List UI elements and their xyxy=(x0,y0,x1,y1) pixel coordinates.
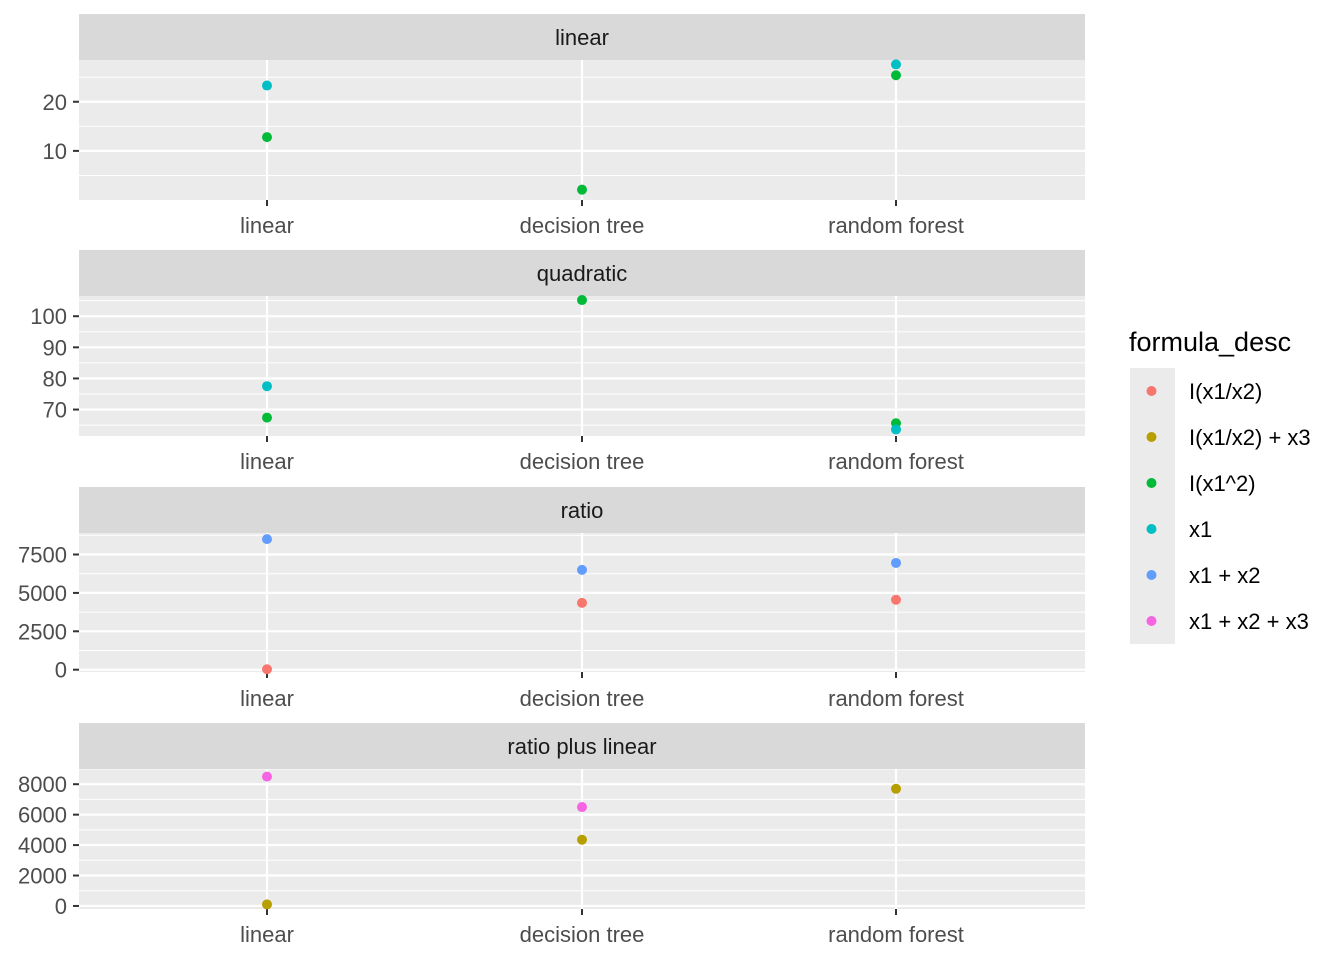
x-tick-label: decision tree xyxy=(520,686,645,711)
y-tick-label: 5000 xyxy=(18,581,67,606)
data-point xyxy=(577,834,587,845)
data-point xyxy=(262,771,272,782)
y-tick-label: 7500 xyxy=(18,543,67,568)
facet-strip xyxy=(79,250,1085,296)
legend-label: x1 + x2 + x3 xyxy=(1189,609,1309,634)
legend-key xyxy=(1146,570,1157,580)
data-point xyxy=(262,80,272,91)
y-tick-label: 90 xyxy=(43,335,67,360)
x-tick-label: linear xyxy=(240,449,294,474)
x-tick-label: linear xyxy=(240,213,294,238)
legend-key xyxy=(1146,616,1157,626)
panel-grid xyxy=(79,769,1085,909)
y-tick-label: 2500 xyxy=(18,619,67,644)
y-tick-label: 100 xyxy=(30,304,67,329)
data-point xyxy=(262,899,272,910)
x-tick-label: decision tree xyxy=(520,449,645,474)
data-point xyxy=(891,70,901,81)
data-point xyxy=(577,802,587,813)
data-point xyxy=(891,783,901,794)
facet-panel-3: ratio plus linear 0 2000 4000 6000 8000 linear… xyxy=(18,723,1085,947)
x-tick-label: random forest xyxy=(828,686,964,711)
data-point xyxy=(262,381,272,392)
legend-key xyxy=(1146,386,1157,396)
data-point xyxy=(262,412,272,423)
legend-label: I(x1^2) xyxy=(1189,471,1256,496)
legend-label: I(x1/x2) xyxy=(1189,379,1262,404)
legend-title: formula_desc xyxy=(1129,327,1291,357)
y-tick-label: 70 xyxy=(43,398,67,423)
panel-grid xyxy=(79,533,1085,672)
data-point xyxy=(577,184,587,195)
facet-panel-1: quadratic 70 80 90 100 linear decision tree ran… xyxy=(30,250,1085,474)
facet-strip-label: linear xyxy=(555,25,609,50)
data-point xyxy=(577,295,587,306)
data-point xyxy=(891,557,901,568)
legend-label: x1 xyxy=(1189,517,1212,542)
data-point xyxy=(262,534,272,545)
facet-strip-label: quadratic xyxy=(537,261,628,286)
x-tick-label: linear xyxy=(240,922,294,947)
facet-strip-label: ratio plus linear xyxy=(507,734,656,759)
legend-label: I(x1/x2) + x3 xyxy=(1189,425,1311,450)
x-tick-label: decision tree xyxy=(520,922,645,947)
data-point xyxy=(891,594,901,605)
x-tick-label: random forest xyxy=(828,922,964,947)
x-tick-label: decision tree xyxy=(520,213,645,238)
legend-label: x1 + x2 xyxy=(1189,563,1261,588)
facet-panel-0: linear 10 20 linear decision tree random fore… xyxy=(43,14,1085,238)
facet-strip xyxy=(79,487,1085,533)
data-point xyxy=(577,564,587,575)
legend-key xyxy=(1146,478,1157,488)
y-tick-label: 10 xyxy=(43,139,67,164)
y-tick-label: 0 xyxy=(55,658,67,683)
y-tick-label: 20 xyxy=(43,90,67,115)
legend-key xyxy=(1146,432,1157,442)
facet-panel-2: ratio 0 2500 5000 7500 linear decision tree ran… xyxy=(18,487,1085,711)
facet-strip xyxy=(79,723,1085,769)
legend-key xyxy=(1146,524,1157,534)
x-tick-label: random forest xyxy=(828,449,964,474)
legend: formula_desc I(x1/x2) I(x1/x2) + x3 I(x1^2)… xyxy=(1129,327,1311,644)
data-point xyxy=(262,132,272,143)
data-point xyxy=(891,59,901,70)
y-tick-label: 2000 xyxy=(18,864,67,889)
x-tick-label: linear xyxy=(240,686,294,711)
data-point xyxy=(891,424,901,435)
y-tick-label: 8000 xyxy=(18,772,67,797)
y-tick-label: 0 xyxy=(55,894,67,919)
data-point xyxy=(577,597,587,608)
facet-strip-label: ratio xyxy=(561,498,604,523)
y-tick-label: 80 xyxy=(43,366,67,391)
facet-strip xyxy=(79,14,1085,60)
x-tick-label: random forest xyxy=(828,213,964,238)
y-tick-label: 4000 xyxy=(18,833,67,858)
y-tick-label: 6000 xyxy=(18,803,67,828)
data-point xyxy=(262,664,272,675)
